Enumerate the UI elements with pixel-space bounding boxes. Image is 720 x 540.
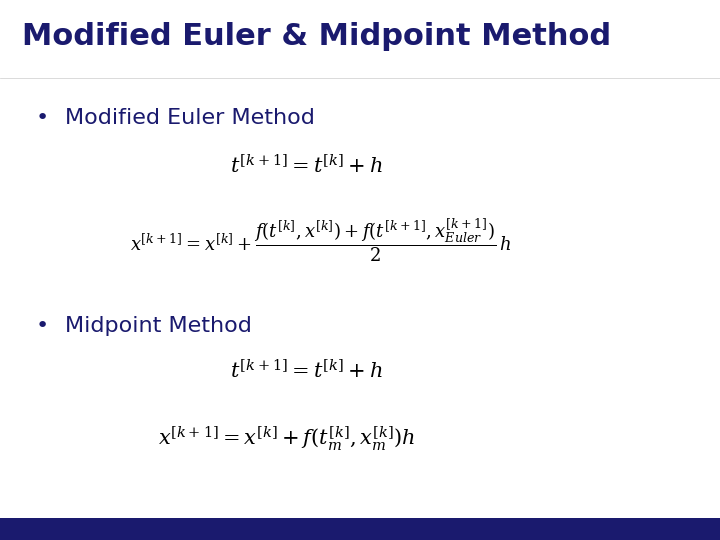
Text: Modified Euler & Midpoint Method: Modified Euler & Midpoint Method xyxy=(22,22,611,51)
Text: •: • xyxy=(36,316,49,336)
Bar xyxy=(0,518,720,540)
Text: $x^{[k+1]} = x^{[k]} + f(t^{[k]}_m, x^{[k]}_m)h$: $x^{[k+1]} = x^{[k]} + f(t^{[k]}_m, x^{[… xyxy=(158,424,415,453)
Text: $x^{[k+1]} = x^{[k]} + \dfrac{f(t^{[k]}, x^{[k]}) + f(t^{[k+1]}, x^{[k+1]}_{Eule: $x^{[k+1]} = x^{[k]} + \dfrac{f(t^{[k]},… xyxy=(130,216,510,264)
Text: $t^{[k+1]} = t^{[k]} + h$: $t^{[k+1]} = t^{[k]} + h$ xyxy=(230,154,383,177)
Text: Modified Euler Method: Modified Euler Method xyxy=(65,108,315,128)
Text: •: • xyxy=(36,108,49,128)
Text: Midpoint Method: Midpoint Method xyxy=(65,316,252,336)
Text: $t^{[k+1]} = t^{[k]} + h$: $t^{[k+1]} = t^{[k]} + h$ xyxy=(230,359,383,382)
